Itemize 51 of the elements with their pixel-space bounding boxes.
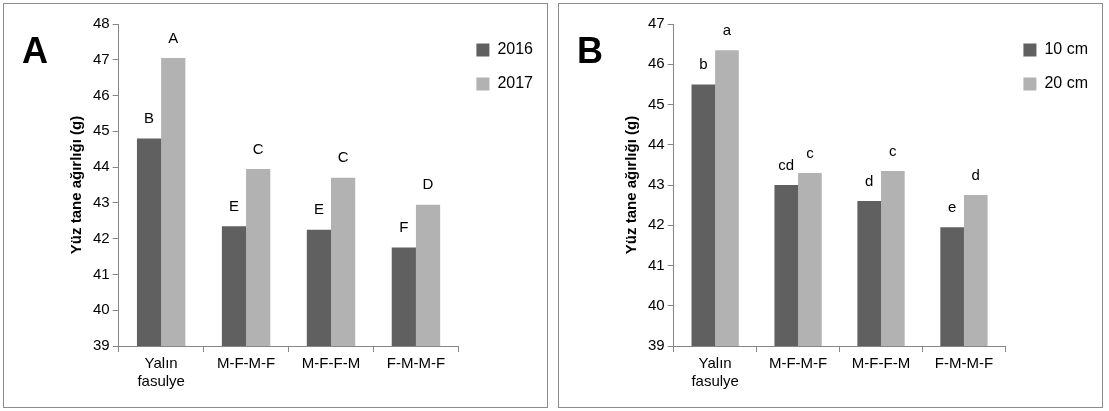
legend-label: 2016 [497,40,534,58]
y-tick-label: 44 [648,134,665,152]
chart-title: B [577,30,603,72]
y-tick-label: 45 [648,94,665,112]
y-tick-label: 40 [93,300,110,318]
x-tick-label: M-F-M-F [216,354,276,372]
y-tick-label: 48 [93,14,110,32]
y-tick-label: 44 [93,157,110,175]
data-label: b [699,55,708,73]
data-label: A [168,28,179,46]
y-tick-label: 46 [93,85,110,103]
data-label: d [971,165,980,183]
y-axis-title: Yüz tane ağırlığı (g) [622,115,640,255]
chart-title: A [22,30,48,72]
y-tick-label: 42 [93,228,110,246]
data-label: E [313,200,324,218]
y-tick-label: 41 [648,255,665,273]
y-tick-label: 47 [93,49,110,67]
data-label: c [889,141,898,159]
x-tick-label: M-F-F-M [851,354,911,372]
data-label: e [947,197,957,215]
x-tick-label: M-F-F-M [301,354,361,372]
y-tick-label: 42 [648,215,665,233]
y-tick-label: 43 [93,193,110,211]
legend-label: 10 cm [1044,40,1089,58]
data-label: C [252,139,264,157]
data-label: B [144,109,155,127]
data-label: E [228,196,239,214]
legend-label: 20 cm [1044,74,1089,92]
legend-label: 2017 [497,74,534,92]
y-tick-label: 46 [648,54,665,72]
data-label: C [337,148,349,166]
y-tick-label: 45 [93,121,110,139]
y-axis-title: Yüz tane ağırlığı (g) [67,115,85,255]
data-label: D [422,175,434,193]
x-tick-label: Yalın fasulye [137,354,185,390]
data-label: F [399,218,409,236]
data-label: cd [778,155,795,173]
data-label: a [722,20,732,38]
x-tick-label: F-M-M-F [934,354,994,372]
x-tick-label: Yalın fasulye [691,354,739,390]
y-tick-label: 40 [648,295,665,313]
data-label: d [865,171,874,189]
y-tick-label: 39 [648,336,665,354]
y-tick-label: 39 [93,336,110,354]
y-tick-label: 43 [648,175,665,193]
data-label: c [806,143,815,161]
y-tick-label: 47 [648,14,665,32]
y-tick-label: 41 [93,264,110,282]
x-tick-label: F-M-M-F [386,354,446,372]
x-tick-label: M-F-M-F [768,354,828,372]
